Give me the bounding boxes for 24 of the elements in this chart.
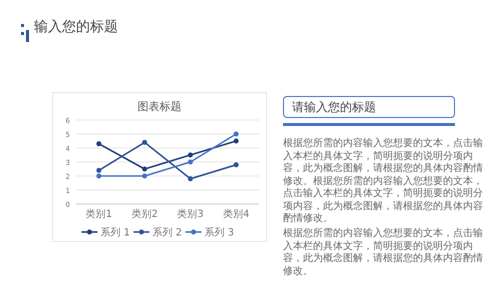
- x-tick-label: 类别4: [222, 208, 250, 220]
- text: 输入您的标题: [34, 18, 118, 36]
- legend-label: 系列 3: [204, 226, 234, 238]
- x-tick-label: 类别2: [131, 208, 158, 220]
- point: [234, 132, 239, 136]
- text: 根据您所需的内容输入您想要的文本，点击输入本栏的具体文字，简明扼要的说明分项内容，此为概念图解，请根据您的具体内容酌情修改。: [283, 228, 483, 278]
- text: 根据您所需的内容输入您想要的文本，点击输入本栏的具体文字，简明扼要的说明分项内容，此为概念图解，请根据您的具体内容酌情修改。根据您所需的内容输入您想要的文本，点击输入本栏的具体文字，简明扼要的说明分项内容，此为概念图解，请根据您的具体内容酌情修改。: [283, 138, 483, 226]
- point: [188, 160, 193, 164]
- text: 请输入您的标题: [283, 96, 455, 118]
- point: [96, 168, 102, 173]
- point: [188, 176, 193, 182]
- x-tick-label: 类别1: [86, 208, 112, 220]
- legend-label: 系列 2: [152, 226, 182, 238]
- point: [96, 174, 102, 178]
- legend-label: 系列 1: [100, 226, 130, 238]
- point: [234, 162, 239, 168]
- x-tick-label: 类别3: [177, 208, 204, 220]
- point: [188, 152, 193, 158]
- point: [96, 141, 102, 146]
- point: [142, 166, 148, 172]
- point: [234, 138, 239, 144]
- point: [142, 174, 148, 178]
- point: [142, 140, 148, 145]
- chart-title: 图表标题: [138, 100, 182, 113]
